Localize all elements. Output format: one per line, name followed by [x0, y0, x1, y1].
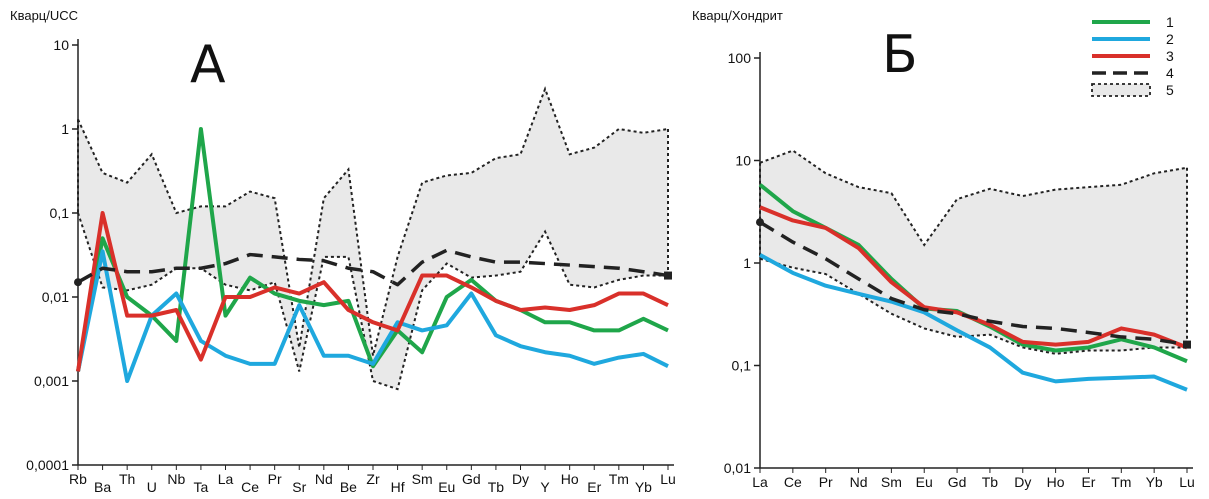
y-tick-label: 0,0001 — [26, 457, 69, 473]
x-category-label: Nd — [315, 471, 333, 487]
panel-a: Кварц/UCC А 10 1 0,1 0,01 0,001 0,0001 Rb Ba Th… — [10, 8, 676, 495]
series-4-end-marker — [664, 271, 672, 280]
x-category-label: U — [147, 479, 157, 495]
series-1-line — [76, 127, 669, 372]
x-category-label: Nb — [167, 471, 185, 487]
x-category-label: Ta — [194, 479, 209, 495]
x-category-label: Eu — [438, 479, 455, 495]
x-category-label: Sm — [881, 474, 902, 490]
y-tick-label: 1 — [743, 255, 751, 271]
panel-a-axes — [77, 39, 674, 470]
panel-b-letter: Б — [882, 25, 918, 85]
y-tick-label: 0,1 — [732, 358, 752, 374]
legend-label-3: 3 — [1166, 48, 1174, 64]
x-category-label: Ho — [561, 471, 579, 487]
x-category-label: Pr — [268, 471, 282, 487]
x-category-label: Dy — [1014, 474, 1031, 490]
x-category-label: Dy — [512, 471, 529, 487]
x-category-label: Th — [119, 471, 135, 487]
x-category-label: La — [752, 474, 768, 490]
panel-b-range-field — [759, 149, 1188, 355]
series-4-start-marker — [756, 218, 764, 227]
panel-b-axes — [759, 52, 1193, 473]
x-category-label: Yb — [1146, 474, 1163, 490]
x-category-label: Y — [540, 479, 550, 495]
x-category-label: Lu — [660, 471, 676, 487]
panel-a-letter: А — [190, 35, 226, 95]
x-category-label: Ce — [784, 474, 802, 490]
x-category-label: Zr — [366, 471, 380, 487]
y-tick-label: 0,1 — [50, 205, 70, 221]
x-category-label: Gd — [462, 471, 481, 487]
x-category-label: Sm — [412, 471, 433, 487]
panel-b-ylabel: Кварц/Хондрит — [692, 8, 783, 23]
y-tick-label: 1 — [61, 121, 69, 137]
x-category-label: Be — [340, 479, 357, 495]
x-category-label: Er — [587, 479, 601, 495]
series-4-line — [759, 220, 1188, 347]
x-category-label: Lu — [1179, 474, 1195, 490]
x-category-label: Ce — [241, 479, 259, 495]
x-category-label: Rb — [69, 471, 87, 487]
x-category-label: Tb — [982, 474, 999, 490]
x-category-label: Tm — [609, 471, 629, 487]
range-field-fill — [760, 150, 1187, 354]
x-category-label: Yb — [635, 479, 652, 495]
panel-a-range-field — [77, 86, 669, 391]
series-2-line — [76, 249, 669, 383]
panel-b: Кварц/Хондрит Б 100 10 1 0,1 0,01 La Ce Pr Nd Sm… — [692, 8, 1195, 490]
x-category-label: La — [218, 471, 234, 487]
x-category-label: Gd — [948, 474, 967, 490]
range-field-upper-line — [77, 86, 669, 356]
y-tick-label: 10 — [53, 37, 69, 53]
series-4-end-marker — [1183, 340, 1191, 349]
y-tick-label: 0,001 — [34, 373, 69, 389]
series-2-line — [759, 253, 1188, 392]
panel-b-y-ticks: 100 10 1 0,1 0,01 — [724, 50, 760, 476]
panel-a-ylabel: Кварц/UCC — [10, 8, 78, 23]
legend-label-5: 5 — [1166, 82, 1174, 98]
range-field-lower-line — [759, 257, 1187, 355]
x-category-label: Ba — [94, 479, 111, 495]
x-category-label: Tm — [1111, 474, 1131, 490]
x-category-label: Eu — [916, 474, 933, 490]
panel-a-series — [74, 127, 672, 383]
legend-label-2: 2 — [1166, 31, 1174, 47]
range-field-upper-line — [759, 149, 1188, 247]
x-category-label: Pr — [819, 474, 833, 490]
x-category-label: Sr — [292, 479, 306, 495]
legend-label-1: 1 — [1166, 14, 1174, 30]
x-category-label: Hf — [391, 479, 405, 495]
x-category-label: Tb — [488, 479, 505, 495]
range-field-fill — [78, 88, 668, 390]
y-tick-label: 10 — [735, 153, 751, 169]
y-tick-label: 100 — [728, 50, 752, 66]
x-category-label: Nd — [850, 474, 868, 490]
series-3-line — [76, 211, 669, 372]
x-category-label: Ho — [1047, 474, 1065, 490]
panel-a-y-ticks: 10 1 0,1 0,01 0,001 0,0001 — [26, 37, 78, 473]
series-4-line — [77, 248, 669, 287]
y-tick-label: 0,01 — [42, 289, 69, 305]
legend-label-4: 4 — [1166, 65, 1174, 81]
series-4-start-marker — [74, 278, 82, 287]
x-category-label: Er — [1081, 474, 1095, 490]
panel-a-x-categories: Rb Ba Th U Nb Ta La Ce Pr Sr Nd Be Zr Hf Sm Eu Gd Tb Dy Y Ho… — [69, 471, 676, 495]
panel-b-series — [756, 183, 1191, 392]
panel-b-x-categories: La Ce Pr Nd Sm Eu Gd Tb Dy Ho Er Tm Yb Lu — [752, 474, 1195, 490]
y-tick-label: 0,01 — [724, 460, 751, 476]
legend-swatch-5 — [1091, 83, 1151, 97]
